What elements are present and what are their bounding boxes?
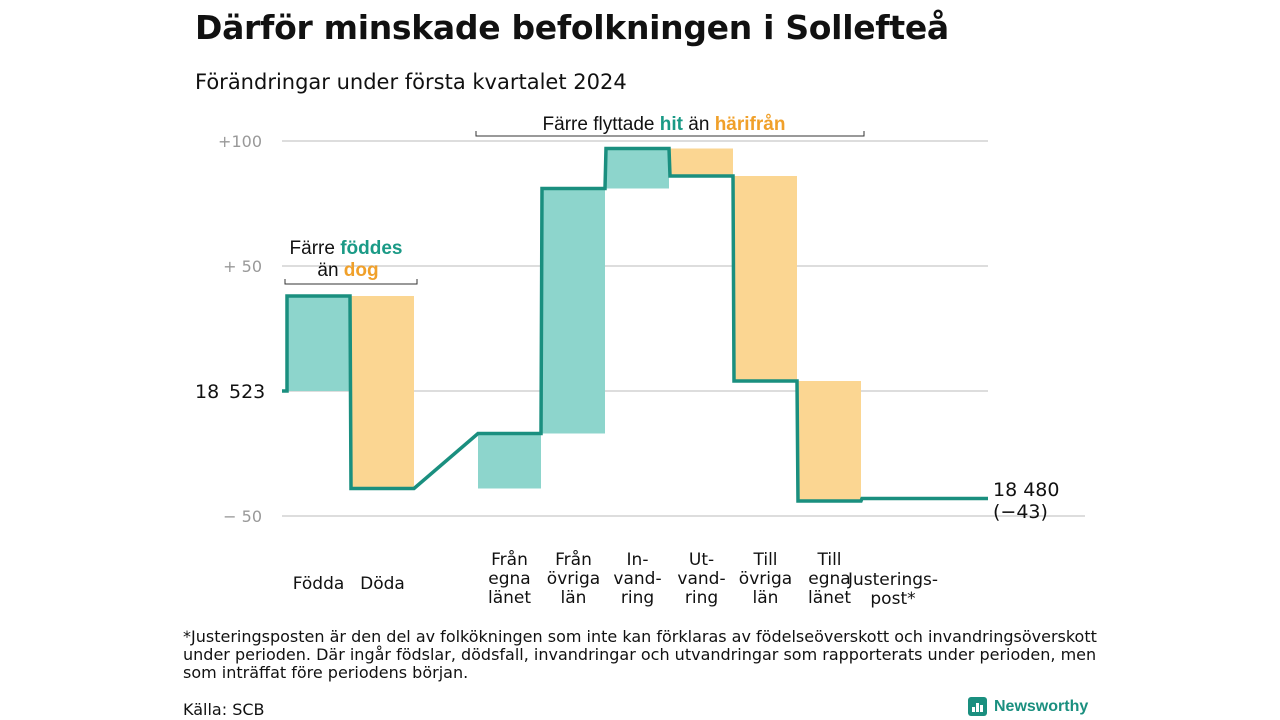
category-label: post*	[870, 589, 915, 609]
bar-3	[478, 433, 541, 489]
annotation-births-deaths-line1: Färre föddes	[290, 238, 403, 259]
category-label: vand-	[613, 569, 661, 589]
brand-name: Newsworthy	[994, 697, 1089, 715]
annotation-highlight-in: föddes	[340, 238, 402, 259]
bar-7	[734, 176, 797, 381]
y-tick-label: − 50	[223, 507, 262, 526]
category-label: vand-	[677, 569, 725, 589]
y-tick-label: + 50	[223, 257, 262, 276]
category-label: övriga	[547, 569, 600, 589]
annotation-text: än	[683, 114, 715, 135]
annotation-bracket-migration	[475, 131, 865, 137]
brand-logo: Newsworthy	[968, 697, 1088, 716]
y-tick-label: +100	[218, 132, 262, 151]
annotation-births-deaths-line2: än dog	[317, 260, 378, 281]
source-note: Källa: SCB	[183, 700, 265, 719]
footnote: *Justeringsposten är den del av folkökni…	[183, 627, 1097, 682]
category-label: Födda	[293, 574, 345, 594]
category-label: Till	[816, 550, 841, 570]
category-label: Från	[555, 549, 592, 570]
annotation-migration: Färre flyttade hit än härifrån	[543, 114, 786, 135]
annotation-highlight-out: dog	[344, 260, 379, 281]
annotation-text: Färre	[290, 238, 341, 259]
end-value-label: 18 480	[993, 479, 1059, 501]
annotation-highlight: härifrån	[715, 114, 786, 135]
end-change-label: (−43)	[993, 501, 1048, 523]
category-label: län	[561, 588, 587, 608]
category-label: egna	[808, 569, 850, 589]
annotation-highlight: hit	[660, 114, 684, 135]
bar-chart-icon	[968, 697, 987, 716]
category-label: Ut-	[689, 550, 714, 570]
category-label: Till	[752, 550, 777, 570]
chart-title: Därför minskade befolkningen i Sollefteå	[195, 8, 949, 47]
cumulative-step-line	[282, 146, 988, 503]
category-label: Justerings-	[847, 570, 938, 590]
bar-8	[798, 381, 861, 501]
bar-6	[670, 148, 733, 176]
annotation-text: än	[317, 260, 343, 281]
category-label: län	[753, 588, 779, 608]
annotation-text: Färre flyttade	[543, 114, 660, 135]
category-label: Döda	[360, 574, 405, 594]
annotation-bracket-births-deaths	[284, 279, 418, 285]
category-label: ring	[685, 588, 718, 608]
category-label: egna	[488, 569, 530, 589]
category-label: In-	[627, 550, 649, 570]
chart-subtitle: Förändringar under första kvartalet 2024	[195, 70, 627, 94]
bar-4	[542, 188, 605, 434]
category-label: ring	[621, 588, 654, 608]
bar-2	[351, 296, 414, 489]
start-value-label-b: 523	[229, 381, 265, 403]
category-label: länet	[488, 588, 531, 608]
bar-1	[287, 296, 350, 391]
category-label: övriga	[739, 569, 792, 589]
category-label: Från	[491, 549, 528, 570]
start-value-label-a: 18	[195, 381, 219, 403]
category-label: länet	[808, 588, 851, 608]
bar-5	[606, 148, 669, 189]
